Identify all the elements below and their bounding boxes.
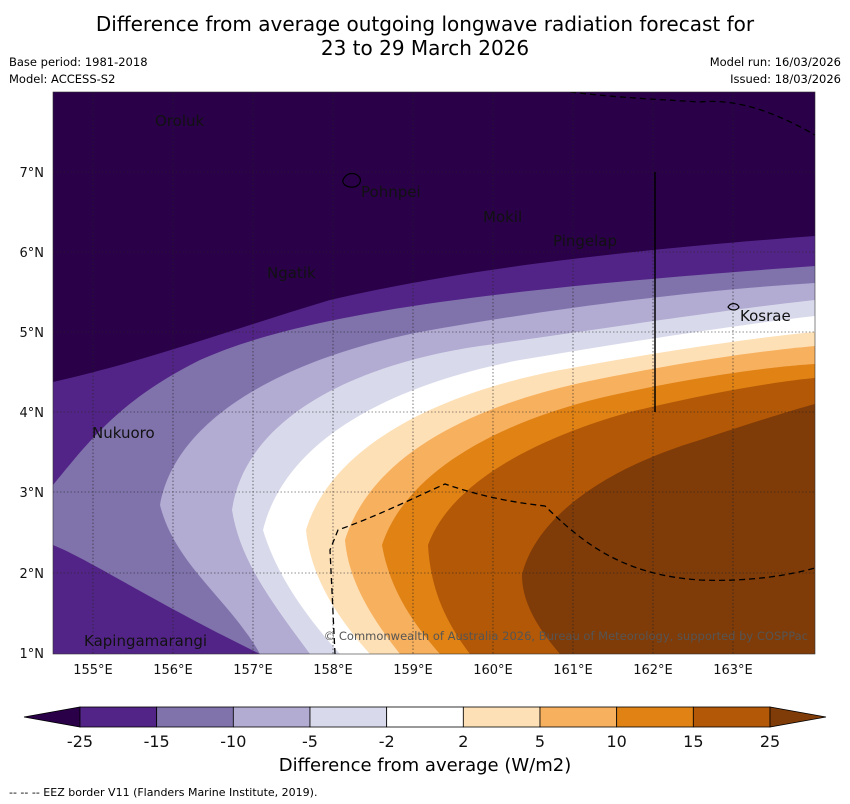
chart-title: Difference from average outgoing longwav… — [0, 12, 850, 60]
colorbar-segment — [309, 706, 388, 728]
title-line-1: Difference from average outgoing longwav… — [95, 12, 755, 36]
colorbar-segment — [692, 706, 771, 728]
colorbar-tick-label: -15 — [144, 732, 170, 751]
band-above-25 — [522, 404, 815, 654]
colorbar-extend-low — [23, 706, 81, 728]
colorbar-label: Difference from average (W/m2) — [278, 755, 572, 776]
model-run: Model run: 16/03/2026 — [709, 55, 841, 69]
copyright-notice: © Commonwealth of Australia 2026, Bureau… — [324, 629, 808, 643]
lon-label-155e: 155°E — [73, 663, 113, 678]
place-kosrae: Kosrae — [740, 307, 791, 325]
colorbar-tick-label: -10 — [220, 732, 246, 751]
place-mokil: Mokil — [483, 208, 522, 226]
colorbar-tick-label: -25 — [67, 732, 93, 751]
colorbar-segment — [386, 706, 464, 728]
lat-label-6n: 6°N — [20, 246, 45, 261]
colorbar-tick-label: -2 — [379, 732, 395, 751]
issued-date: Issued: 18/03/2026 — [730, 72, 841, 86]
lon-label-158e: 158°E — [313, 663, 353, 678]
kosrae-island-icon — [727, 303, 740, 311]
base-period: Base period: 1981-2018 — [9, 55, 148, 69]
meta-right: Model run: 16/03/2026 Issued: 18/03/2026 — [710, 54, 841, 88]
lon-label-163e: 163°E — [713, 663, 753, 678]
lat-label-7n: 7°N — [20, 166, 45, 181]
colorbar-segment — [156, 706, 234, 728]
place-pingelap: Pingelap — [553, 232, 617, 250]
place-ngatik: Ngatik — [267, 264, 316, 282]
place-nukuoro: Nukuoro — [92, 424, 155, 442]
model-name: Model: ACCESS-S2 — [9, 72, 116, 86]
contour-field: Oroluk Pohnpei Mokil Pingelap Ngatik Kos… — [53, 92, 815, 654]
place-kapingamarangi: Kapingamarangi — [84, 632, 207, 650]
colorbar-extend-high — [769, 706, 827, 728]
place-labels: Oroluk Pohnpei Mokil Pingelap Ngatik Kos… — [84, 112, 791, 650]
islands — [342, 172, 740, 311]
colorbar-tick-label: 25 — [760, 732, 780, 751]
colorbar-segment — [462, 706, 541, 728]
map-frame — [52, 91, 816, 655]
lat-label-4n: 4°N — [20, 406, 45, 421]
colorbar: -25 -15 -10 -5 -2 2 5 10 15 25 — [23, 706, 827, 751]
colorbar-segment — [79, 706, 158, 728]
graticule — [53, 92, 815, 654]
colorbar-tick-label: -5 — [302, 732, 318, 751]
lon-label-161e: 161°E — [553, 663, 593, 678]
colorbar-segment — [232, 706, 311, 728]
place-oroluk: Oroluk — [155, 112, 204, 130]
colorbar-tick-label: 5 — [535, 732, 545, 751]
lon-axis-labels: 155°E 156°E 157°E 158°E 159°E 160°E 161°… — [73, 663, 753, 678]
colorbar-segment — [539, 706, 618, 728]
lat-label-1n: 1°N — [20, 647, 45, 662]
lat-label-3n: 3°N — [20, 486, 45, 501]
lat-label-5n: 5°N — [20, 326, 45, 341]
lon-label-157e: 157°E — [233, 663, 273, 678]
colorbar-tick-label: 2 — [458, 732, 468, 751]
lon-label-160e: 160°E — [473, 663, 513, 678]
eez-borders — [329, 92, 815, 654]
colorbar-segment — [616, 706, 694, 728]
place-pohnpei: Pohnpei — [361, 183, 421, 201]
colorbar-tick-label: 10 — [606, 732, 626, 751]
lat-axis-labels: 7°N 6°N 5°N 4°N 3°N 2°N 1°N — [20, 166, 45, 662]
lon-label-156e: 156°E — [153, 663, 193, 678]
meta-left: Base period: 1981-2018 Model: ACCESS-S2 — [9, 54, 148, 88]
eez-footnote: -- -- -- EEZ border V11 (Flanders Marine… — [9, 786, 318, 799]
title-line-2: 23 to 29 March 2026 — [320, 36, 530, 60]
pohnpei-island-icon — [342, 172, 361, 188]
lon-label-162e: 162°E — [633, 663, 673, 678]
lat-label-2n: 2°N — [20, 567, 45, 582]
colorbar-tick-label: 15 — [683, 732, 703, 751]
lon-label-159e: 159°E — [393, 663, 433, 678]
